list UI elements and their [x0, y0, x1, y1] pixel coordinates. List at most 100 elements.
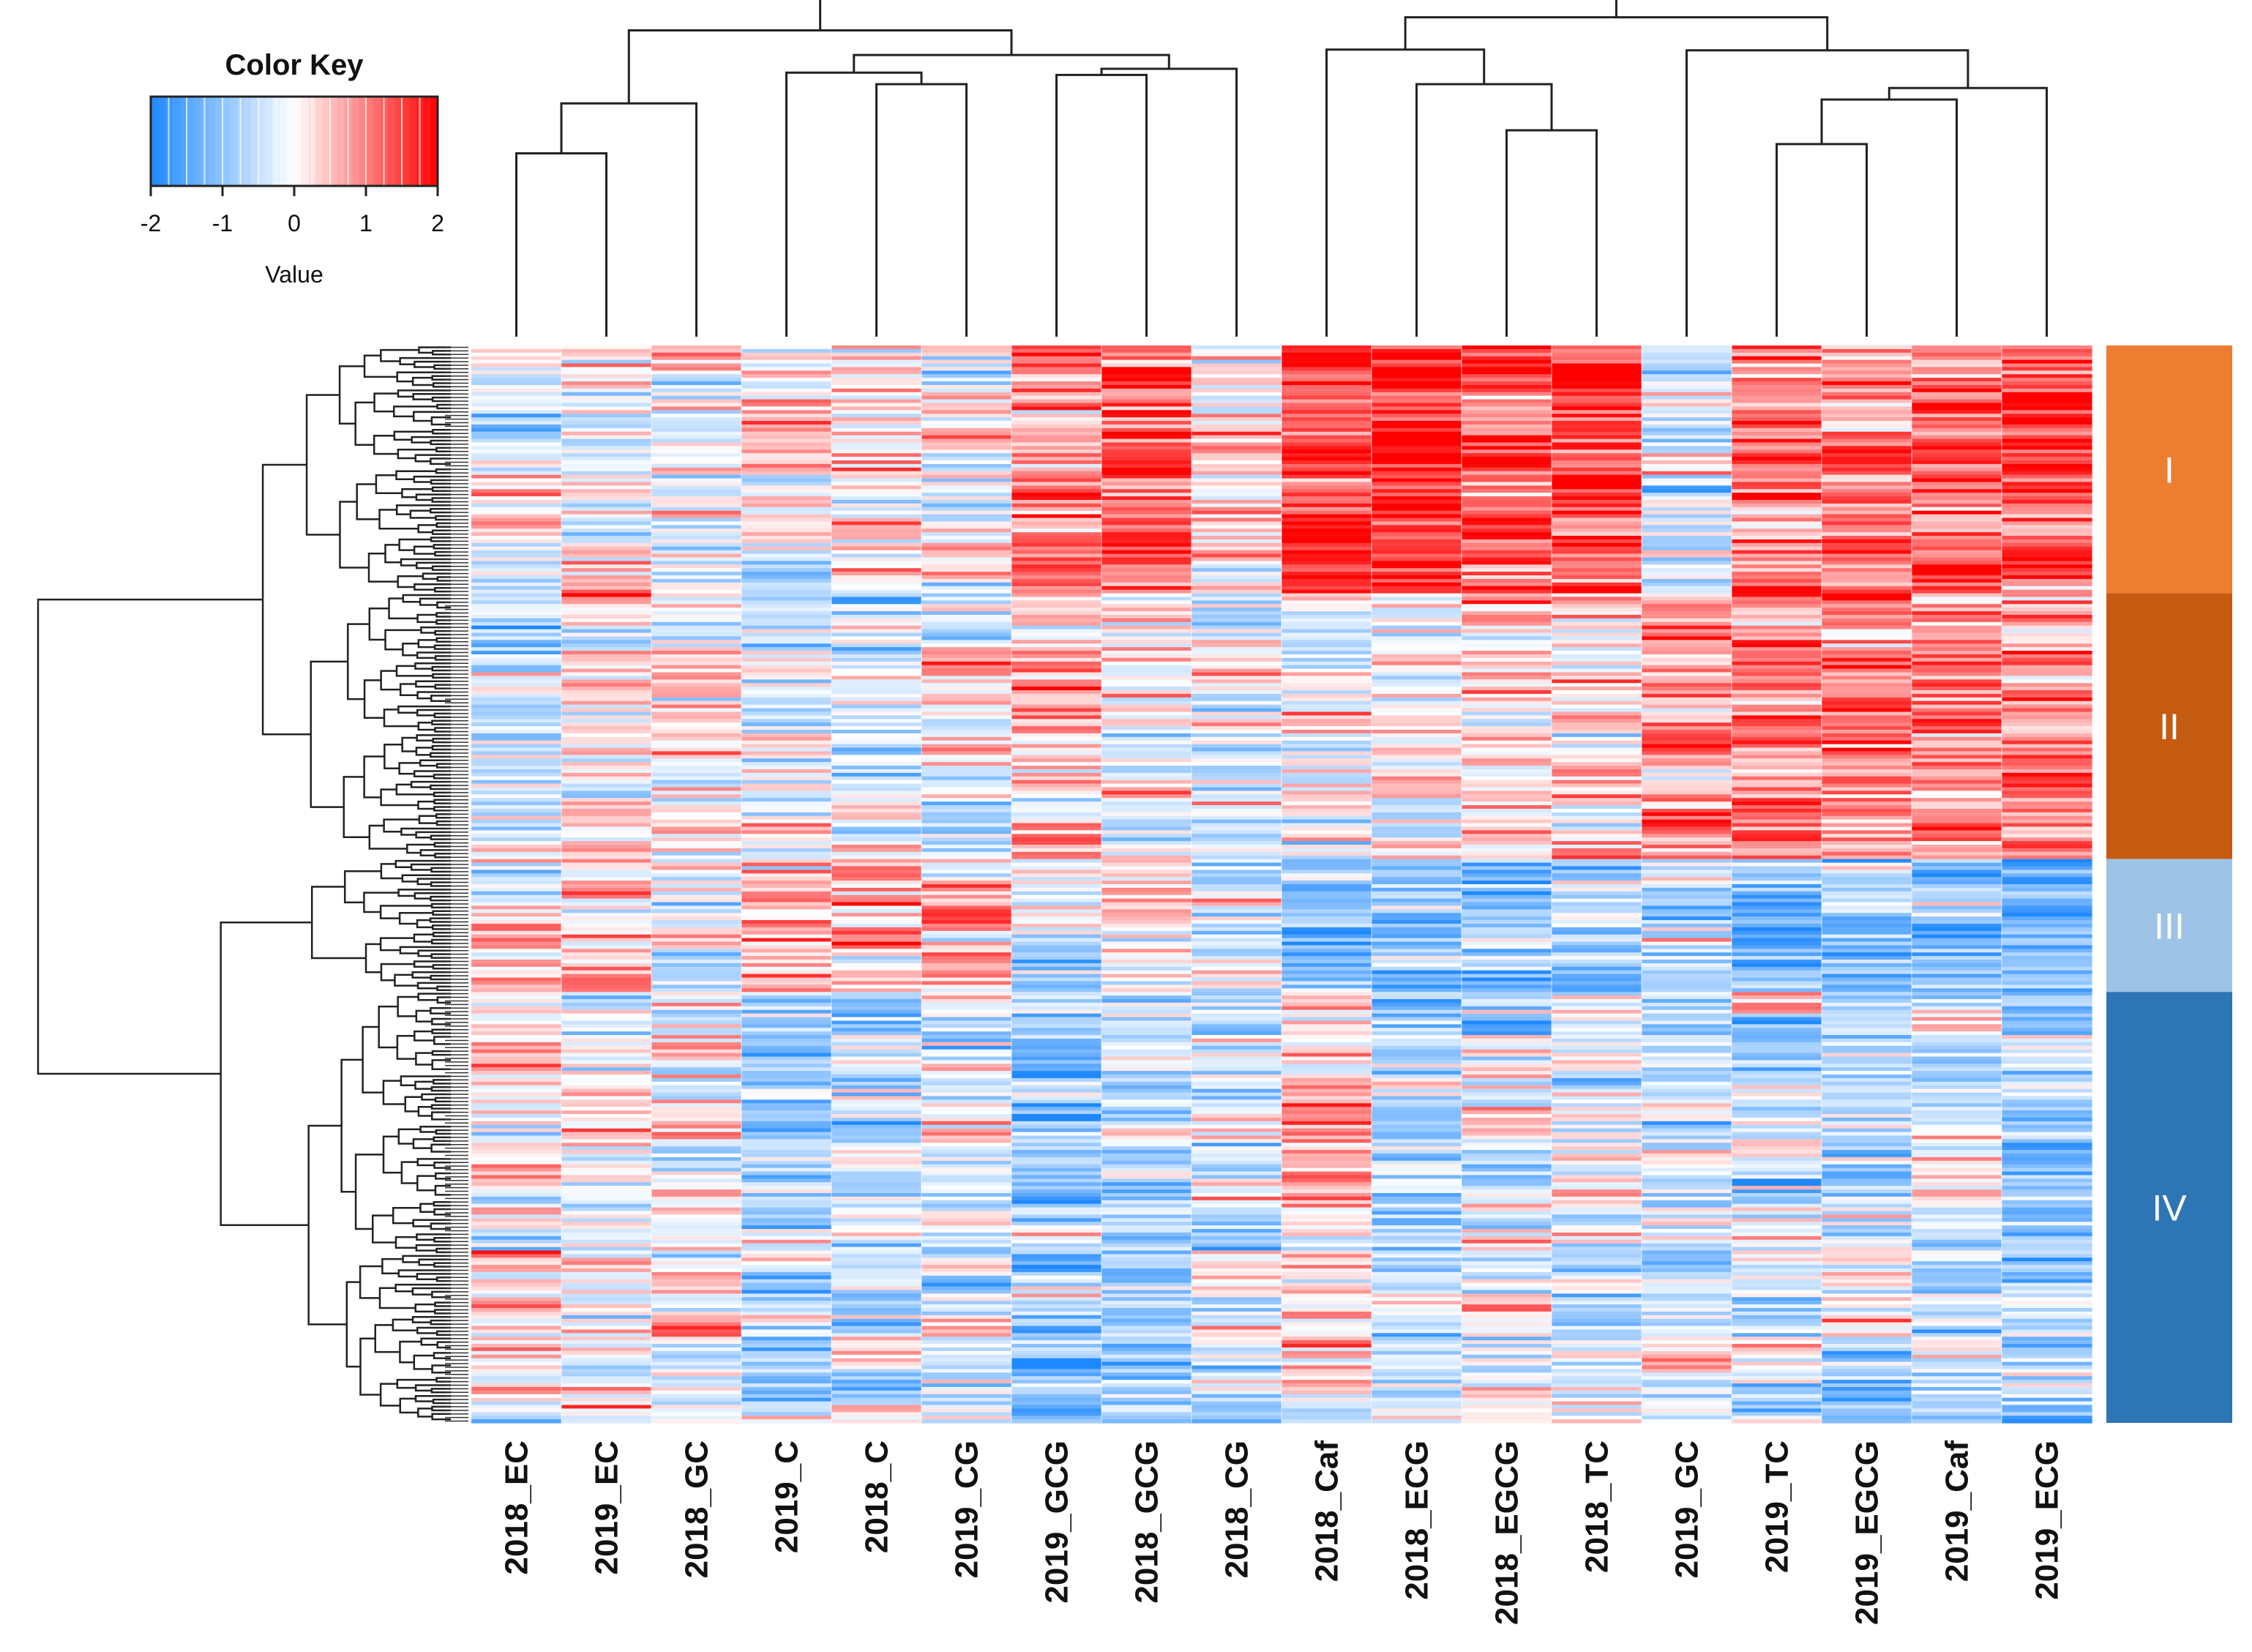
heatmap-cell	[1101, 1053, 1192, 1058]
heatmap-cell	[1462, 715, 1552, 720]
heatmap-cell	[1011, 593, 1102, 598]
heatmap-cell	[1101, 740, 1192, 745]
heatmap-cell	[471, 766, 562, 770]
heatmap-cell	[831, 392, 922, 397]
heatmap-cell	[1282, 1132, 1372, 1137]
row-dendrogram-branch	[397, 575, 423, 588]
heatmap-cell	[561, 1013, 652, 1018]
heatmap-cell	[1912, 1045, 2002, 1050]
heatmap-cell	[1372, 1143, 1462, 1147]
heatmap-cell	[1101, 999, 1192, 1003]
column-dendrogram-branch	[1100, 67, 1238, 337]
heatmap-cell	[741, 578, 832, 583]
heatmap-cell	[741, 651, 832, 655]
heatmap-cell	[1462, 374, 1552, 378]
heatmap-cell	[1101, 798, 1192, 802]
heatmap-cell	[1011, 941, 1102, 946]
heatmap-cell	[2002, 726, 2092, 730]
heatmap-cell	[1912, 711, 2002, 716]
heatmap-cell	[471, 733, 562, 738]
heatmap-cell	[1462, 352, 1552, 357]
heatmap-cell	[1462, 747, 1552, 752]
row-dendrogram-branch	[422, 572, 451, 580]
heatmap-cell	[471, 553, 562, 558]
heatmap-cell	[921, 758, 1012, 763]
heatmap-cell	[561, 1009, 652, 1014]
heatmap-cell	[1552, 870, 1642, 874]
heatmap-cell	[651, 841, 742, 845]
heatmap-cell	[831, 435, 922, 440]
heatmap-cell	[651, 870, 742, 874]
heatmap-cell	[741, 1074, 832, 1079]
heatmap-cell	[1822, 553, 1912, 558]
heatmap-cell	[471, 525, 562, 529]
heatmap-cell	[1372, 841, 1462, 845]
heatmap-cell	[1462, 643, 1552, 648]
heatmap-cell	[1642, 708, 1732, 713]
heatmap-cell	[2002, 938, 2092, 943]
heatmap-cell	[1462, 744, 1552, 749]
heatmap-cell	[1732, 1028, 1822, 1032]
heatmap-cell	[1192, 1175, 1282, 1179]
heatmap-cell	[741, 697, 832, 702]
heatmap-cell	[561, 1006, 652, 1011]
heatmap-cell	[1732, 762, 1822, 766]
heatmap-cell	[741, 952, 832, 957]
heatmap-cell	[2002, 640, 2092, 644]
heatmap-cell	[1372, 970, 1462, 975]
heatmap-cell	[1642, 478, 1732, 483]
heatmap-cell	[1912, 808, 2002, 813]
heatmap-cell	[1011, 736, 1102, 741]
heatmap-cell	[1372, 941, 1462, 946]
heatmap-cell	[1912, 359, 2002, 365]
heatmap-cell	[1642, 1053, 1732, 1058]
heatmap-cell	[1822, 446, 1912, 450]
heatmap-cell	[741, 934, 832, 939]
heatmap-cell	[1192, 1038, 1282, 1043]
heatmap-cell	[1101, 507, 1192, 512]
heatmap-cell	[1192, 600, 1282, 605]
heatmap-cell	[921, 1114, 1012, 1118]
heatmap-cell	[741, 654, 832, 659]
heatmap-cell	[651, 1207, 742, 1212]
heatmap-cell	[831, 348, 922, 354]
heatmap-cell	[1642, 891, 1732, 896]
heatmap-cell	[1011, 851, 1102, 856]
heatmap-cell	[561, 1045, 652, 1050]
heatmap-cell	[1912, 722, 2002, 727]
heatmap-cell	[1552, 367, 1642, 371]
heatmap-cell	[471, 467, 562, 472]
heatmap-cell	[471, 1207, 562, 1212]
row-dendrogram-branch	[397, 1128, 421, 1145]
heatmap-cell	[1101, 1203, 1192, 1208]
heatmap-cell	[1822, 877, 1912, 881]
heatmap-cell	[1372, 815, 1462, 821]
heatmap-cell	[1011, 830, 1102, 834]
heatmap-cell	[1101, 1178, 1192, 1183]
heatmap-cell	[471, 690, 562, 695]
heatmap-cell	[1282, 384, 1372, 389]
row-dendrogram-branch	[339, 501, 370, 569]
heatmap-cell	[651, 1042, 742, 1047]
heatmap-cell	[1192, 482, 1282, 486]
heatmap-cell	[2002, 1103, 2092, 1107]
heatmap-cell	[1192, 819, 1282, 824]
heatmap-cell	[1822, 442, 1912, 446]
heatmap-cell	[471, 898, 562, 903]
heatmap-cell	[921, 403, 1012, 408]
heatmap-cell	[1912, 927, 2002, 932]
heatmap-cell	[831, 438, 922, 444]
heatmap-cell	[1642, 582, 1732, 587]
heatmap-cell	[741, 1167, 832, 1173]
heatmap-cell	[921, 657, 1012, 662]
heatmap-cell	[561, 758, 652, 763]
heatmap-cell	[831, 960, 922, 964]
row-dendrogram-branch	[418, 346, 451, 354]
heatmap-cell	[1732, 446, 1822, 450]
heatmap-cell	[1642, 941, 1732, 946]
heatmap-cell	[1732, 970, 1822, 975]
heatmap-cell	[1101, 575, 1192, 580]
heatmap-cell	[651, 815, 742, 821]
heatmap-cell	[831, 453, 922, 457]
heatmap-cell	[1192, 909, 1282, 913]
